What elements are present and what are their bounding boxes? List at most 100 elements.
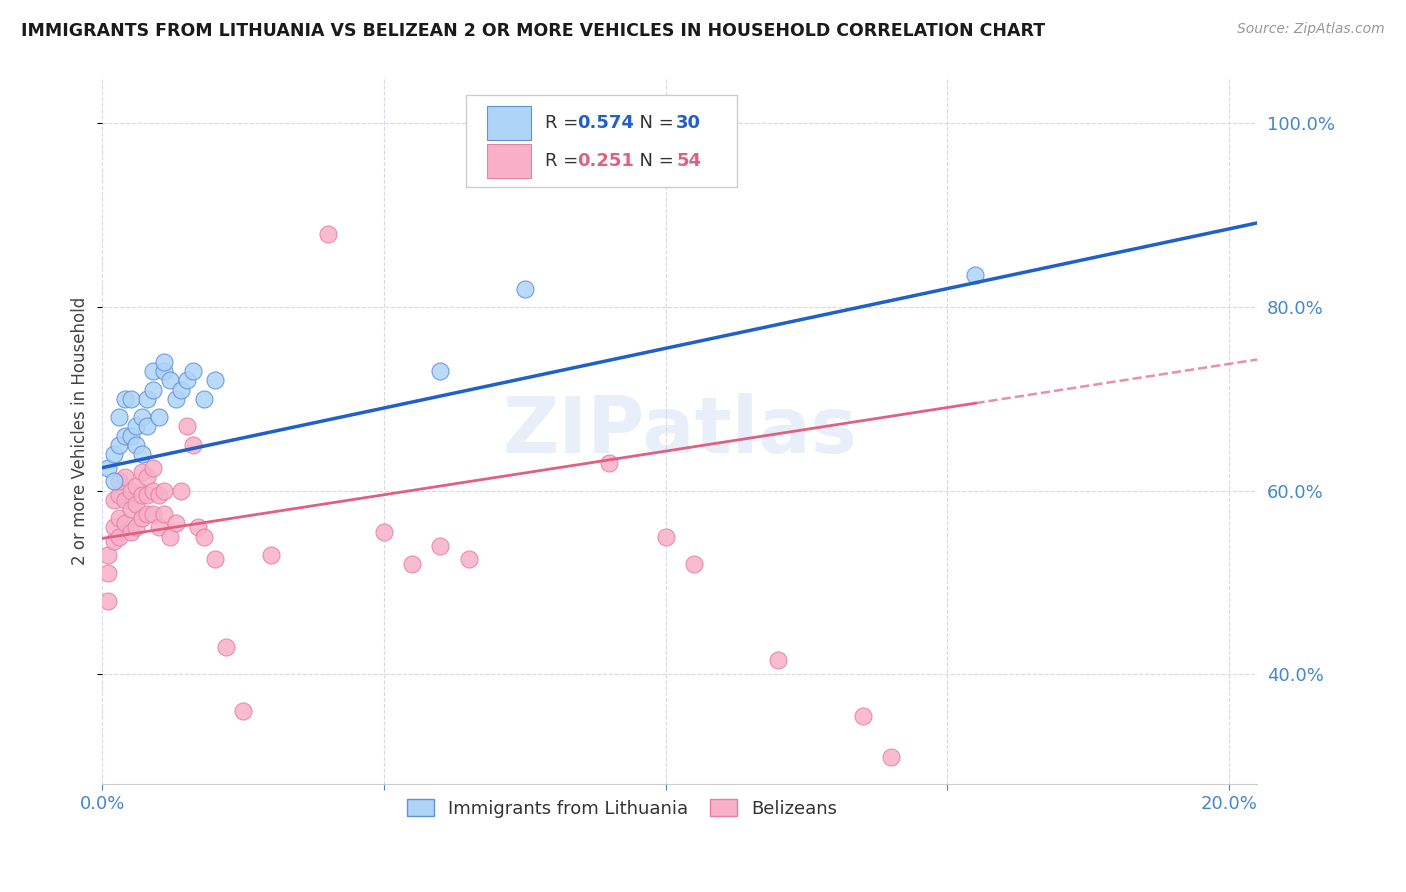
Point (159, 529, 181, 543)
Point (457, 552, 479, 566)
Point (108, 488, 131, 502)
Point (131, 465, 153, 479)
Legend: Immigrants from Lithuania, Belizeans: Immigrants from Lithuania, Belizeans (399, 791, 845, 825)
Point (108, 529, 131, 543)
Point (373, 524, 395, 539)
Point (153, 355, 176, 369)
FancyBboxPatch shape (486, 145, 531, 178)
Point (852, 708, 875, 723)
Point (103, 492, 125, 507)
Point (768, 653, 790, 667)
Point (108, 438, 131, 452)
Point (176, 373, 198, 387)
Text: R =: R = (544, 113, 583, 132)
Point (232, 704, 254, 718)
Point (148, 410, 170, 425)
Point (880, 750, 903, 764)
Point (142, 364, 165, 378)
Point (170, 483, 193, 498)
Y-axis label: 2 or more Vehicles in Household: 2 or more Vehicles in Household (72, 297, 89, 565)
Text: N =: N = (627, 113, 679, 132)
Text: Source: ZipAtlas.com: Source: ZipAtlas.com (1237, 22, 1385, 37)
Text: ZIPatlas: ZIPatlas (502, 393, 858, 469)
Point (159, 373, 181, 387)
Point (114, 516, 136, 530)
Point (103, 534, 125, 549)
Point (120, 483, 142, 498)
Point (513, 282, 536, 296)
Point (136, 488, 159, 502)
Point (114, 428, 136, 442)
Point (120, 392, 142, 406)
Point (131, 447, 153, 461)
Point (142, 507, 165, 521)
Point (125, 419, 148, 434)
Point (131, 410, 153, 425)
Point (181, 364, 204, 378)
Point (598, 456, 620, 470)
Text: R =: R = (544, 153, 583, 170)
Point (120, 524, 142, 539)
Point (316, 227, 339, 241)
Point (97, 594, 120, 608)
Point (120, 428, 142, 442)
Point (204, 552, 226, 566)
Point (108, 410, 131, 425)
Point (153, 507, 176, 521)
Point (103, 447, 125, 461)
Text: N =: N = (627, 153, 679, 170)
Point (125, 438, 148, 452)
FancyBboxPatch shape (467, 95, 738, 187)
Point (114, 470, 136, 484)
Point (176, 419, 198, 434)
Point (401, 557, 423, 571)
Text: IMMIGRANTS FROM LITHUANIA VS BELIZEAN 2 OR MORE VEHICLES IN HOUSEHOLD CORRELATIO: IMMIGRANTS FROM LITHUANIA VS BELIZEAN 2 … (21, 22, 1045, 40)
Point (142, 483, 165, 498)
Point (215, 640, 238, 654)
Point (142, 460, 165, 475)
Point (114, 392, 136, 406)
Point (193, 392, 215, 406)
Point (97, 566, 120, 581)
Point (125, 520, 148, 534)
Point (204, 373, 226, 387)
Point (131, 511, 153, 525)
Point (165, 392, 187, 406)
Point (136, 470, 159, 484)
Point (193, 529, 215, 543)
Point (181, 438, 204, 452)
Point (136, 507, 159, 521)
Text: 0.251: 0.251 (576, 153, 634, 170)
Point (131, 488, 153, 502)
Point (97, 548, 120, 562)
Point (165, 516, 187, 530)
Point (148, 488, 170, 502)
Point (429, 539, 451, 553)
Text: 0.574: 0.574 (576, 113, 634, 132)
Point (136, 392, 159, 406)
Point (103, 520, 125, 534)
Point (682, 557, 704, 571)
Text: 30: 30 (676, 113, 702, 132)
Point (148, 520, 170, 534)
Point (125, 479, 148, 493)
Point (136, 419, 159, 434)
Point (654, 529, 676, 543)
Point (142, 383, 165, 397)
Point (260, 548, 283, 562)
Text: 54: 54 (676, 153, 702, 170)
Point (120, 502, 142, 516)
Point (97, 460, 120, 475)
Point (170, 383, 193, 397)
Point (153, 364, 176, 378)
Point (103, 475, 125, 489)
FancyBboxPatch shape (486, 106, 531, 140)
Point (108, 475, 131, 489)
Point (187, 520, 209, 534)
Point (114, 492, 136, 507)
Point (108, 511, 131, 525)
Point (965, 268, 987, 282)
Point (429, 364, 451, 378)
Point (153, 483, 176, 498)
Point (125, 497, 148, 511)
